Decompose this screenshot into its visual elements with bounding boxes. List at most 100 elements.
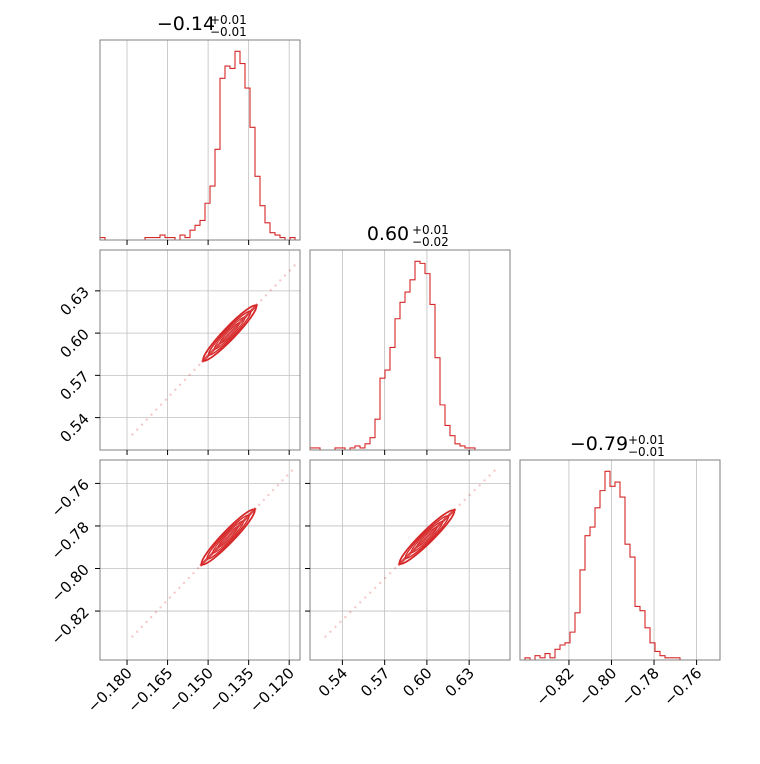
title-param-2: −0.79 [570, 433, 628, 455]
pair-panel-0-1 [131, 264, 296, 436]
y-tick-label: 0.54 [56, 410, 92, 446]
sample-point [267, 493, 270, 497]
sample-point [478, 484, 481, 487]
sample-point [257, 503, 261, 507]
sample-point [483, 479, 486, 482]
sample-point [279, 279, 282, 282]
sample-point [344, 615, 347, 619]
sample-point [281, 479, 284, 482]
pair-frame-0-1 [99, 249, 301, 451]
title-param-1-minus: −0.02 [412, 235, 449, 249]
y-tick-label: −0.82 [48, 603, 93, 648]
sample-point [264, 294, 268, 297]
sample-point [164, 601, 167, 604]
sample-point [374, 586, 377, 589]
sample-point [136, 428, 139, 431]
x-tick-label: −0.76 [660, 664, 705, 709]
sample-point [339, 620, 342, 624]
sample-point [493, 469, 496, 472]
sample-point [188, 373, 191, 377]
density-core [201, 303, 259, 363]
histogram-param-0 [99, 50, 300, 241]
sample-point [276, 484, 280, 487]
sample-point [378, 581, 382, 585]
y-tick-label: −0.78 [48, 518, 93, 563]
y-tick-label: 0.63 [56, 283, 92, 319]
sample-point [187, 576, 190, 580]
sample-point [174, 388, 177, 391]
sample-point [271, 488, 275, 492]
sample-point [334, 625, 337, 629]
x-tick-label: −0.82 [533, 664, 578, 709]
histogram-frame-2 [519, 459, 721, 661]
sample-point [192, 571, 195, 575]
title-param-0: −0.14 [157, 13, 215, 35]
sample-point [150, 413, 153, 416]
x-tick-label: 0.63 [442, 664, 478, 700]
x-tick-label: −0.120 [246, 664, 298, 716]
sample-point [473, 488, 476, 492]
sample-point [349, 610, 352, 614]
sample-point [354, 606, 357, 609]
sample-point [288, 269, 292, 272]
sample-point [393, 567, 397, 570]
title-param-2-plus: +0.01 [628, 433, 665, 447]
sample-point [135, 630, 139, 633]
sample-point [468, 493, 471, 497]
sample-point [196, 567, 200, 570]
sample-point [383, 576, 387, 580]
histogram-param-1 [309, 260, 510, 451]
sample-point [164, 398, 168, 401]
title-param-0-plus: +0.01 [210, 13, 247, 27]
sample-point [290, 469, 294, 472]
sample-point [329, 630, 332, 633]
pair-frame-0-2 [99, 459, 301, 661]
sample-point [131, 635, 134, 638]
sample-point [154, 610, 158, 614]
sample-point [286, 474, 289, 477]
sample-point [145, 418, 148, 421]
sample-point [173, 591, 176, 594]
sample-point [388, 571, 392, 575]
sample-point [178, 383, 182, 386]
title-param-1: 0.60 [367, 223, 409, 245]
pair-frame-1-2 [309, 459, 511, 661]
sample-point [149, 615, 153, 619]
x-tick-label: −0.80 [575, 664, 620, 709]
sample-point [463, 498, 466, 502]
sample-point [159, 606, 162, 609]
x-tick-label: 0.60 [399, 664, 435, 700]
sample-point [260, 299, 263, 302]
sample-point [293, 264, 296, 267]
sample-point [269, 289, 272, 292]
sample-point [140, 625, 144, 629]
y-tick-label: −0.76 [48, 476, 93, 521]
sample-point [488, 474, 491, 477]
sample-point [262, 498, 265, 502]
sample-point [198, 363, 201, 367]
sample-point [155, 408, 158, 411]
density-core [199, 507, 257, 567]
sample-point [364, 596, 367, 599]
y-tick-label: 0.60 [56, 325, 92, 361]
density-core [397, 508, 457, 566]
sample-point [183, 378, 187, 382]
sample-point [193, 368, 196, 372]
sample-point [168, 596, 172, 599]
histogram-frame-0 [99, 39, 301, 241]
title-param-1-plus: +0.01 [412, 223, 449, 237]
sample-point [169, 393, 172, 396]
title-param-0-minus: −0.01 [210, 25, 247, 39]
sample-point [140, 423, 144, 426]
x-tick-label: 0.54 [315, 664, 351, 700]
sample-point [145, 620, 148, 624]
sample-point [283, 274, 287, 277]
sample-point [458, 503, 461, 507]
title-param-2-minus: −0.01 [628, 445, 665, 459]
sample-point [182, 581, 186, 585]
sample-point [274, 284, 277, 287]
sample-point [131, 433, 134, 436]
pair-panel-0-2 [131, 469, 294, 638]
